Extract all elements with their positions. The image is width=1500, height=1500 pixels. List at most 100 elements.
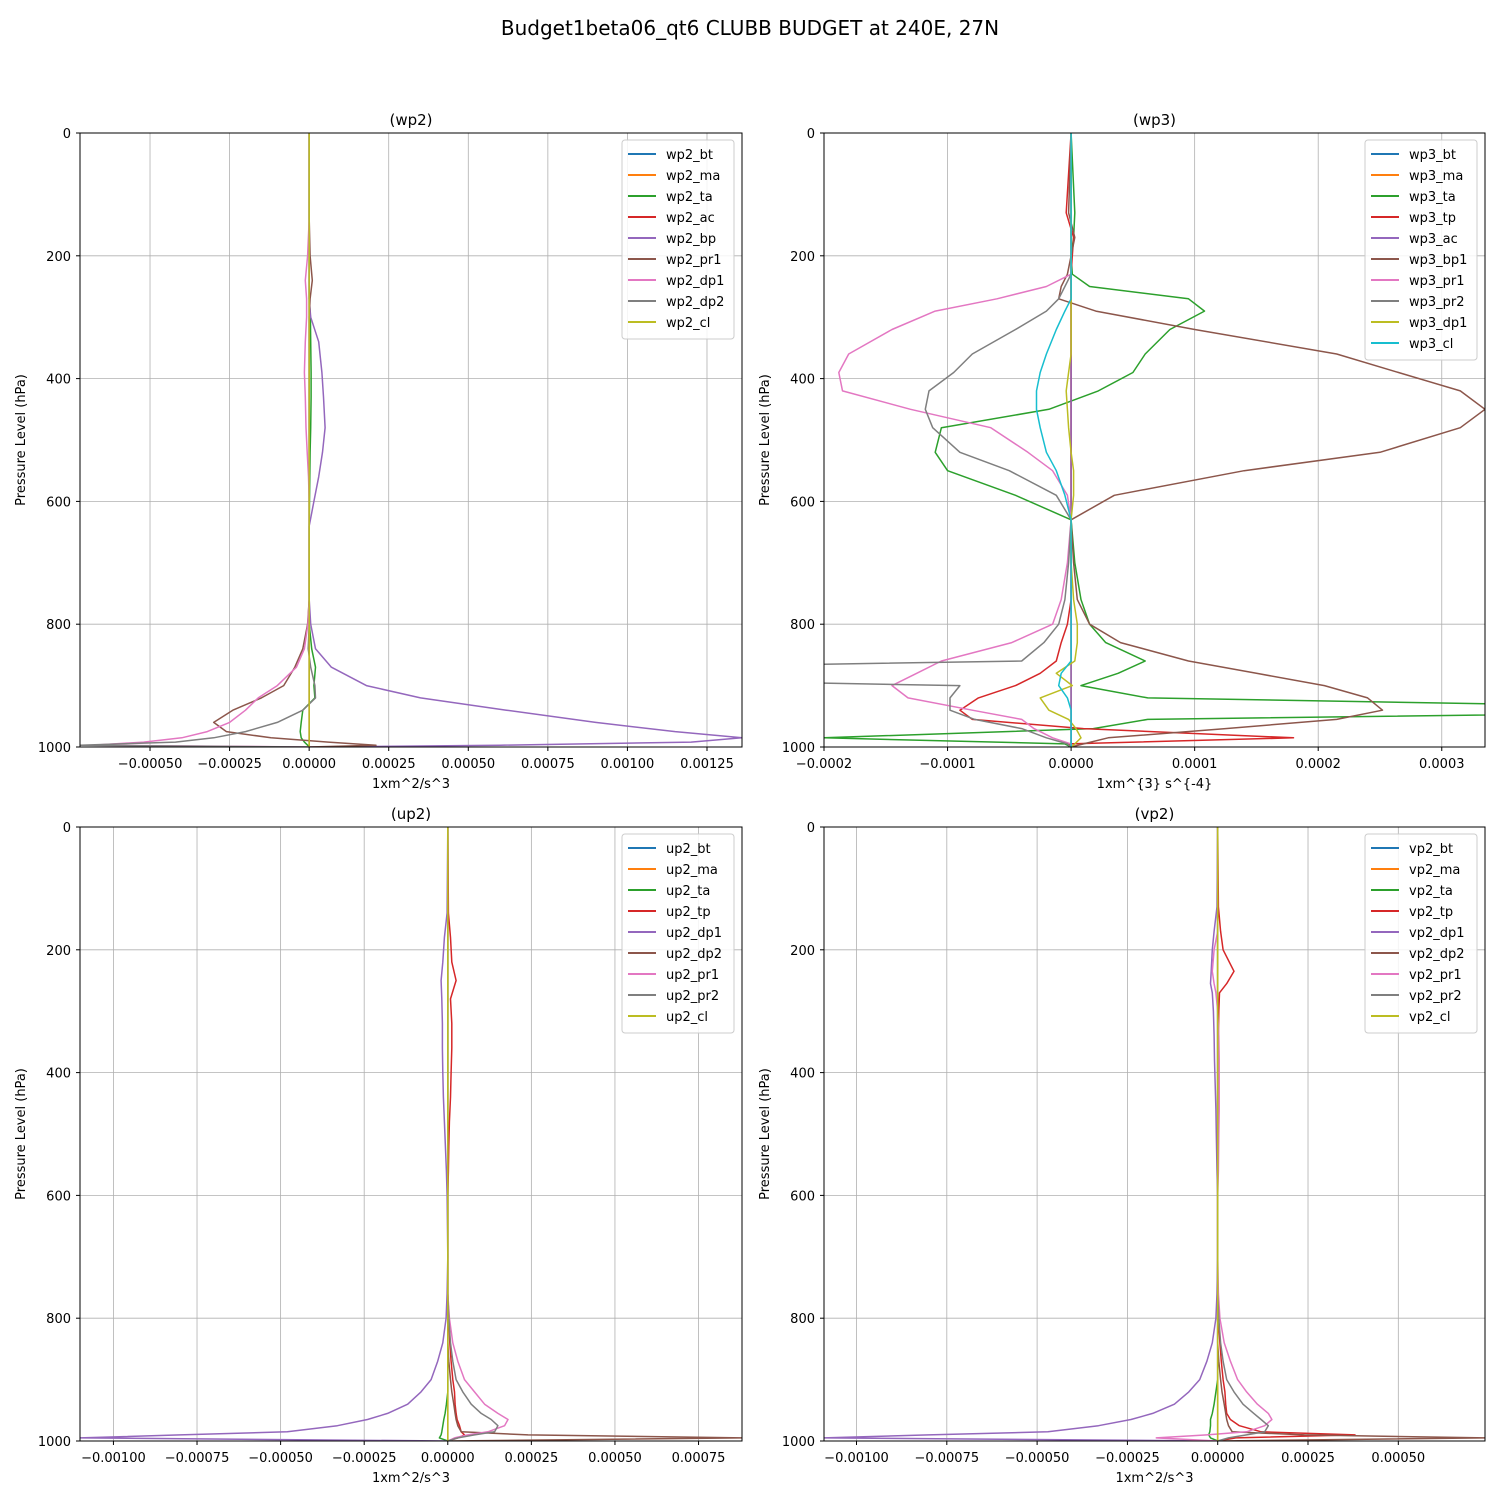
panel-2-xtick-4: 0.0002 (1295, 757, 1341, 772)
panel-2-frame (823, 132, 1486, 748)
panel-2-legend-label-wp3_ac: wp3_ac (1409, 232, 1458, 247)
panel-3-xlabel: 1xm^2/s^3 (372, 1471, 450, 1486)
panel-1-ytick-3: 600 (46, 495, 71, 510)
panel-3-legend-label-up2_dp2: up2_dp2 (666, 947, 722, 962)
panel-4-ytick-1: 200 (790, 944, 815, 959)
panel-3-ytick-2: 400 (46, 1067, 71, 1082)
panel-1-ytick-2: 400 (46, 373, 71, 388)
panel-4-xtick-4: 0.00000 (1191, 1451, 1245, 1466)
panel-1-line-wp2_dp1 (91, 133, 310, 747)
panel-1-xtick-6: 0.00100 (601, 757, 655, 772)
panel-3-xtick-1: −0.00075 (165, 1451, 230, 1466)
panel-4-legend-box (1364, 833, 1478, 1034)
panel-1-xlabel: 1xm^2/s^3 (372, 777, 450, 792)
panel-3-xtick-3: −0.00025 (332, 1451, 397, 1466)
panel-3-line-up2_pr1 (447, 827, 509, 1441)
panel-1-xtick-3: 0.00025 (362, 757, 416, 772)
panel-4-ytick-2: 400 (790, 1067, 815, 1082)
panel-1-series (80, 133, 742, 747)
panel-4-legend-label-vp2_dp2: vp2_dp2 (1409, 947, 1465, 962)
panel-2-ytick-3: 600 (790, 495, 815, 510)
panel-2-xtick-0: −0.0002 (796, 757, 852, 772)
panel-4-xtick-1: −0.00075 (914, 1451, 979, 1466)
panel-4-legend-label-vp2_ma: vp2_ma (1409, 863, 1460, 878)
panel-4-legend-label-vp2_cl: vp2_cl (1409, 1010, 1450, 1025)
panel-3-ytick-4: 800 (46, 1312, 71, 1327)
panel-3-legend-label-up2_ma: up2_ma (666, 863, 718, 878)
panel-1-line-wp2_pr1 (212, 133, 377, 747)
panel-1-ytick-4: 800 (46, 618, 71, 633)
panel-2-xlabel: 1xm^{3} s^{-4} (1097, 777, 1213, 792)
panel-3-line-up2_tp (447, 827, 466, 1441)
panel-1-legend-label-wp2_ma: wp2_ma (666, 169, 720, 184)
panel-1-xtick-0: −0.00050 (118, 757, 183, 772)
panel-2-title: (wp3) (1133, 111, 1176, 129)
panel-4-legend-label-vp2_dp1: vp2_dp1 (1409, 926, 1465, 941)
panel-4-title: (vp2) (1135, 805, 1175, 823)
panel-3: −0.00100 −0.00075 −0.00050 −0.00025 0.00000 0… (14, 805, 743, 1486)
panel-3-ytick-1: 200 (46, 944, 71, 959)
panel-2-line-wp3_pr1 (838, 133, 1072, 747)
panel-1: −0.00050 −0.00025 0.00000 0.00025 0.00050 0.0… (14, 111, 743, 792)
panel-2-line-wp3_ta (824, 133, 1485, 747)
panel-2-legend-label-wp3_bt: wp3_bt (1409, 148, 1456, 163)
panel-2-line-wp3_bp1 (1057, 133, 1485, 747)
panel-4-ytick-3: 600 (790, 1189, 815, 1204)
panel-3-ytick-5: 1000 (38, 1435, 71, 1450)
panel-1-ytick-5: 1000 (38, 741, 71, 756)
panel-4-line-vp2_pr1 (1155, 827, 1273, 1441)
panel-1-legend: wp2_bt wp2_ma wp2_ta wp2_ac wp2_bp wp2_pr1 wp2… (621, 139, 735, 340)
panel-4-ytick-5: 1000 (782, 1435, 815, 1450)
panel-4-xtick-6: 0.00050 (1371, 1451, 1425, 1466)
panel-2-series (824, 133, 1485, 747)
panel-3-ytick-3: 600 (46, 1189, 71, 1204)
panel-2-legend-label-wp3_bp1: wp3_bp1 (1409, 253, 1467, 268)
panel-1-legend-label-wp2_dp1: wp2_dp1 (666, 274, 724, 289)
panel-4-legend-label-vp2_bt: vp2_bt (1409, 842, 1453, 857)
panel-2-legend-label-wp3_ma: wp3_ma (1409, 169, 1463, 184)
panel-2-ytick-2: 400 (790, 373, 815, 388)
panel-4-ytick-0: 0 (807, 821, 815, 836)
panel-4-legend-label-vp2_pr1: vp2_pr1 (1409, 968, 1462, 983)
panel-1-xtick-4: 0.00050 (441, 757, 495, 772)
panel-4-legend-label-vp2_ta: vp2_ta (1409, 884, 1453, 899)
panel-3-line-up2_dp1 (80, 827, 449, 1441)
panel-1-xtick-1: −0.00025 (197, 757, 262, 772)
figure-title: Budget1beta06_qt6 CLUBB BUDGET at 240E, … (500, 16, 1000, 40)
panel-4-legend-label-vp2_tp: vp2_tp (1409, 905, 1453, 920)
panel-2-legend-label-wp3_ta: wp3_ta (1409, 190, 1456, 205)
panel-3-legend-label-up2_pr2: up2_pr2 (666, 989, 719, 1004)
panel-1-frame (79, 132, 743, 748)
panel-3-legend-label-up2_tp: up2_tp (666, 905, 711, 920)
panel-4-xtick-2: −0.00050 (1005, 1451, 1070, 1466)
panel-4: −0.00100 −0.00075 −0.00050 −0.00025 0.00000 0… (758, 805, 1486, 1486)
panel-1-ytick-1: 200 (46, 250, 71, 265)
panel-2-ytick-5: 1000 (782, 741, 815, 756)
panel-2-legend-label-wp3_pr1: wp3_pr1 (1409, 274, 1465, 289)
panel-1-legend-label-wp2_ac: wp2_ac (666, 211, 715, 226)
panel-1-xtick-2: 0.00000 (282, 757, 336, 772)
panel-2: −0.0002 −0.0001 0.0000 0.0001 0.0002 0.0003 0 2… (758, 111, 1486, 792)
panel-4-xlabel: 1xm^2/s^3 (1115, 1471, 1193, 1486)
panel-2-legend-label-wp3_tp: wp3_tp (1409, 211, 1456, 226)
panel-3-legend-label-up2_dp1: up2_dp1 (666, 926, 722, 941)
panel-3-line-up2_pr2 (447, 827, 499, 1441)
panel-3-xtick-6: 0.00050 (588, 1451, 642, 1466)
panel-3-legend-label-up2_cl: up2_cl (666, 1010, 708, 1025)
panel-4-ytick-4: 800 (790, 1312, 815, 1327)
panel-1-legend-label-wp2_pr1: wp2_pr1 (666, 253, 722, 268)
panel-2-ylabel: Pressure Level (hPa) (758, 374, 773, 506)
panel-2-legend-label-wp3_dp1: wp3_dp1 (1409, 316, 1467, 331)
panel-1-title: (wp2) (389, 111, 432, 129)
panel-4-line-vp2_tp (1216, 827, 1356, 1441)
panel-4-line-vp2_pr2 (1216, 827, 1270, 1441)
panel-1-legend-label-wp2_ta: wp2_ta (666, 190, 713, 205)
panel-2-xtick-2: 0.0000 (1048, 757, 1094, 772)
panel-2-line-wp3_pr2 (824, 133, 1072, 747)
panel-2-ytick-4: 800 (790, 618, 815, 633)
panel-3-series (80, 827, 742, 1441)
panel-4-xtick-3: −0.00025 (1095, 1451, 1160, 1466)
panel-3-ylabel: Pressure Level (hPa) (14, 1068, 29, 1200)
panel-4-legend-label-vp2_pr2: vp2_pr2 (1409, 989, 1462, 1004)
